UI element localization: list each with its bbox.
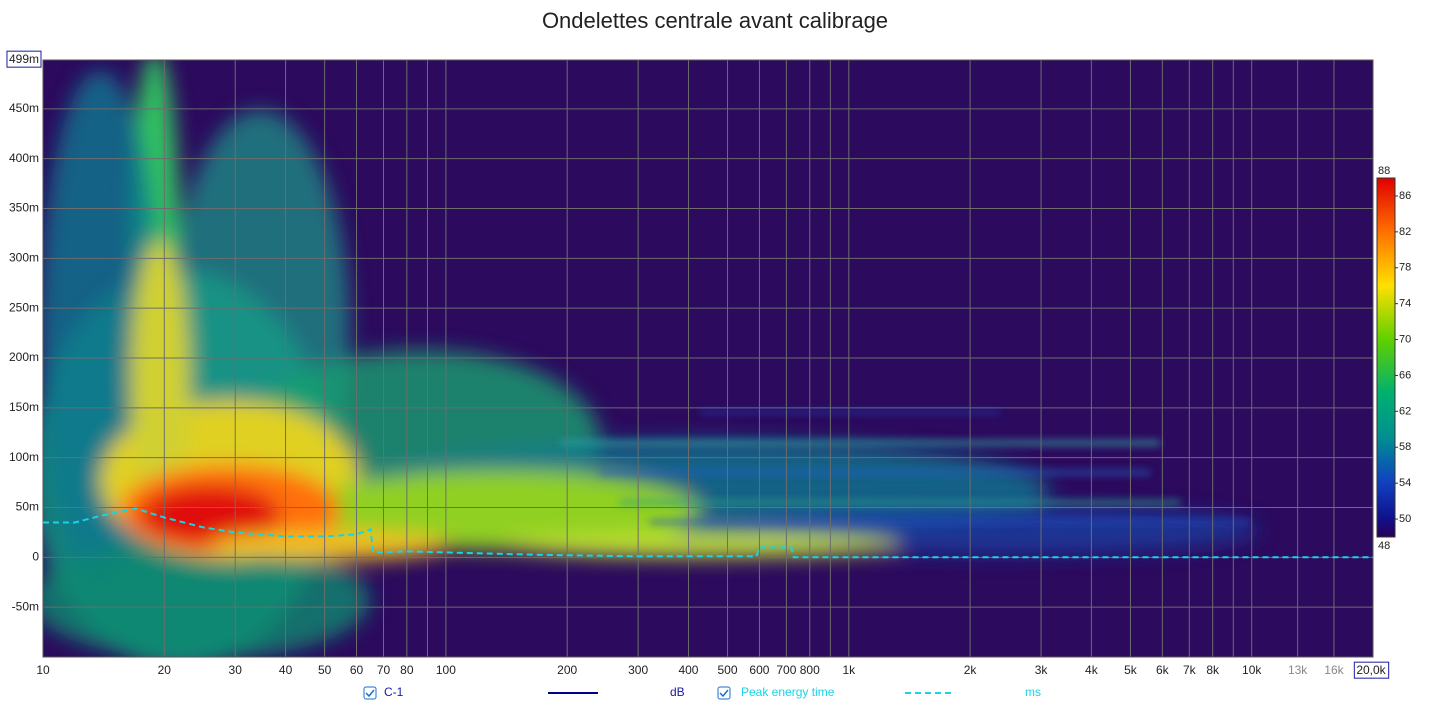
y-tick-label: 450m <box>9 101 39 115</box>
legend <box>363 686 731 700</box>
plot-frame <box>42 59 1374 658</box>
x-tick-label: 16k <box>1324 663 1344 677</box>
y-tick-label: 400m <box>9 151 39 165</box>
label-box <box>6 50 42 68</box>
x-tick-label: 100 <box>436 663 456 677</box>
x-tick-label: 2k <box>964 663 978 677</box>
x-tick-label: 4k <box>1085 663 1099 677</box>
check <box>365 689 375 698</box>
y-tick-label: 499m <box>9 52 39 66</box>
chart-title: Ondelettes centrale avant calibrage <box>542 8 888 33</box>
colorbar-tick-label: 70 <box>1399 333 1411 345</box>
colorbar <box>1376 177 1396 538</box>
x-tick-label: 700 <box>776 663 796 677</box>
colorbar-tick-label: 66 <box>1399 369 1411 381</box>
y-tick-label: 50m <box>16 500 39 514</box>
x-tick-label: 1k <box>842 663 856 677</box>
x-tick-label: 80 <box>400 663 414 677</box>
x-tick-label: 20,0k <box>1356 663 1386 677</box>
legend-label: Peak energy time <box>741 685 835 699</box>
x-tick-label: 50 <box>318 663 332 677</box>
x-tick-label: 10k <box>1242 663 1262 677</box>
legend-unit: dB <box>670 685 685 699</box>
x-tick-label: 60 <box>350 663 364 677</box>
colorbar-tick-label: 58 <box>1399 441 1411 453</box>
colorbar-tick-label: 50 <box>1399 513 1411 525</box>
colorbar-tick-label: 82 <box>1399 226 1411 238</box>
x-tick-label: 10 <box>36 663 50 677</box>
y-tick-label: -50m <box>12 599 39 613</box>
x-tick-label: 7k <box>1183 663 1197 677</box>
x-tick-label: 8k <box>1206 663 1220 677</box>
x-tick-label: 13k <box>1288 663 1308 677</box>
x-tick-label: 6k <box>1156 663 1170 677</box>
x-tick-label: 20 <box>158 663 172 677</box>
colorbar-tick-label: 48 <box>1378 540 1390 552</box>
x-tick-label: 200 <box>557 663 577 677</box>
colorbar-tick-label: 62 <box>1399 405 1411 417</box>
y-tick-label: 350m <box>9 201 39 215</box>
checkbox[interactable] <box>363 686 377 700</box>
colorbar-tick-label: 54 <box>1399 477 1411 489</box>
y-tick-label: 100m <box>9 450 39 464</box>
y-tick-label: 0 <box>32 550 39 564</box>
x-tick-label: 400 <box>678 663 698 677</box>
colorbar-tick-label: 88 <box>1378 165 1390 177</box>
x-tick-label: 500 <box>718 663 738 677</box>
x-tick-label: 30 <box>229 663 243 677</box>
x-tick-label: 600 <box>749 663 769 677</box>
y-tick-label: 150m <box>9 400 39 414</box>
check <box>719 689 729 698</box>
colorbar-tick-label: 78 <box>1399 262 1411 274</box>
x-tick-label: 5k <box>1124 663 1138 677</box>
x-tick-label: 70 <box>377 663 391 677</box>
legend-label: C-1 <box>384 685 404 699</box>
x-tick-label: 300 <box>628 663 648 677</box>
y-tick-label: 200m <box>9 350 39 364</box>
x-tick-label: 800 <box>800 663 820 677</box>
colorbar-tick-label: 86 <box>1399 190 1411 202</box>
x-tick-label: 3k <box>1035 663 1049 677</box>
colorbar-tick-label: 74 <box>1399 298 1411 310</box>
checkbox[interactable] <box>717 686 731 700</box>
label-box <box>1353 661 1390 679</box>
legend-unit: ms <box>1025 685 1041 699</box>
x-tick-label: 40 <box>279 663 293 677</box>
y-tick-label: 250m <box>9 300 39 314</box>
y-tick-label: 300m <box>9 251 39 265</box>
